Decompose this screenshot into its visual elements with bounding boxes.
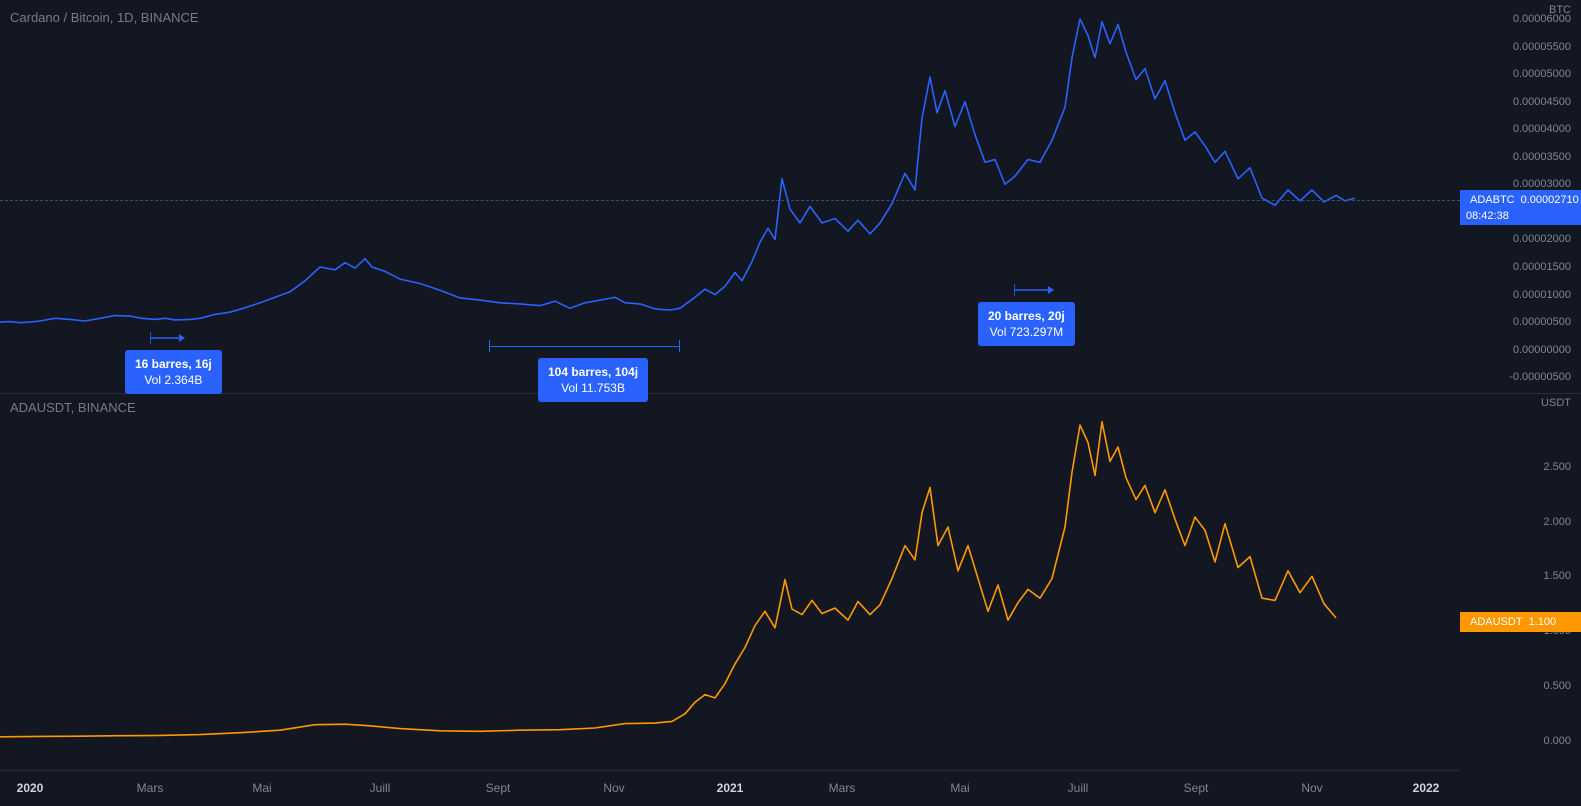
last-price-line	[0, 200, 1460, 201]
range-annotation[interactable]: 20 barres, 20jVol 723.297M	[978, 302, 1075, 346]
x-tick: 2020	[17, 781, 44, 795]
y-tick: 0.00000000	[1513, 344, 1571, 356]
y-tick: 0.00000500	[1513, 316, 1571, 328]
y-tick: 0.00003000	[1513, 178, 1571, 190]
range-arrow-icon	[150, 332, 185, 344]
annotation-line2: Vol 11.753B	[548, 380, 638, 396]
badge-symbol: ADABTC	[1466, 192, 1519, 208]
x-tick: 2022	[1413, 781, 1440, 795]
adausdt-price-badge: ADAUSDT1.100	[1460, 612, 1581, 632]
y-tick: 2.500	[1543, 461, 1571, 473]
x-tick: 2021	[717, 781, 744, 795]
x-tick: Mars	[829, 781, 856, 795]
x-tick: Nov	[603, 781, 624, 795]
y-tick: 0.00005500	[1513, 41, 1571, 53]
annotation-line2: Vol 2.364B	[135, 372, 212, 388]
x-tick: Juill	[1068, 781, 1089, 795]
pane2-y-axis[interactable]: USDT2.5002.0001.5001.0000.5000.000	[1460, 393, 1581, 770]
y-tick: 0.00001000	[1513, 289, 1571, 301]
y-tick: 0.500	[1543, 680, 1571, 692]
pane2-unit: USDT	[1541, 397, 1571, 409]
adabtc-price-badge: ADABTC0.00002710 08:42:38	[1460, 190, 1581, 225]
x-tick: Sept	[486, 781, 511, 795]
x-tick: Juill	[370, 781, 391, 795]
y-tick: 1.500	[1543, 570, 1571, 582]
badge-value: 0.00002710	[1521, 194, 1579, 206]
y-tick: 0.000	[1543, 735, 1571, 747]
y-tick: 0.00001500	[1513, 261, 1571, 273]
y-tick: 0.00003500	[1513, 151, 1571, 163]
annotation-line1: 16 barres, 16j	[135, 356, 212, 372]
annotation-line2: Vol 723.297M	[988, 324, 1065, 340]
y-tick: 0.00005000	[1513, 68, 1571, 80]
badge-countdown: 08:42:38	[1466, 210, 1509, 222]
x-tick: Mai	[252, 781, 271, 795]
range-arrow-icon	[1014, 284, 1054, 296]
badge-value: 1.100	[1529, 616, 1557, 628]
annotation-line1: 104 barres, 104j	[548, 364, 638, 380]
y-tick: 2.000	[1543, 516, 1571, 528]
time-axis[interactable]: 2020 Mars Mai Juill Sept Nov 2021 Mars Mai Juill S…	[0, 770, 1460, 806]
y-tick: -0.00000500	[1509, 371, 1571, 383]
y-tick: 0.00002000	[1513, 233, 1571, 245]
y-tick: 0.00004500	[1513, 96, 1571, 108]
x-tick: Mars	[137, 781, 164, 795]
annotation-line1: 20 barres, 20j	[988, 308, 1065, 324]
range-annotation[interactable]: 16 barres, 16jVol 2.364B	[125, 350, 222, 394]
range-annotation[interactable]: 104 barres, 104jVol 11.753B	[538, 358, 648, 402]
x-tick: Mai	[950, 781, 969, 795]
y-tick: 0.00006000	[1513, 13, 1571, 25]
x-tick: Nov	[1301, 781, 1322, 795]
range-bracket	[489, 340, 680, 352]
x-tick: Sept	[1184, 781, 1209, 795]
badge-symbol: ADAUSDT	[1466, 614, 1527, 630]
y-tick: 0.00004000	[1513, 123, 1571, 135]
